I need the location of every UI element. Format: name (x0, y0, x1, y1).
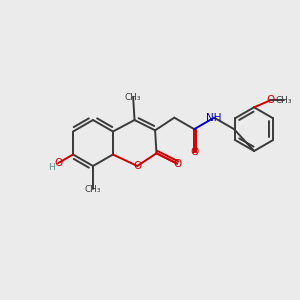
Text: O: O (173, 159, 181, 169)
Text: CH₃: CH₃ (125, 93, 141, 102)
Text: H: H (48, 163, 55, 172)
Text: O: O (133, 161, 141, 171)
Text: CH₃: CH₃ (85, 184, 101, 194)
Text: O: O (266, 95, 274, 105)
Text: CH₃: CH₃ (276, 96, 292, 105)
Text: O: O (190, 147, 198, 157)
Text: NH: NH (206, 113, 222, 123)
Text: O: O (54, 158, 62, 168)
